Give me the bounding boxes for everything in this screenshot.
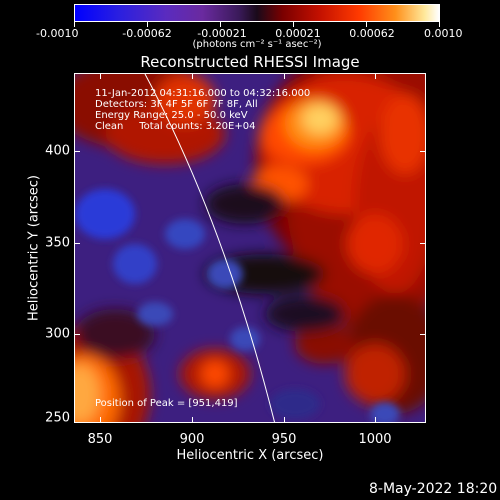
x-tick — [192, 417, 193, 423]
y-tick — [74, 334, 80, 335]
colorbar-tick — [366, 22, 367, 27]
colorbar-tick-label: -0.00021 — [197, 27, 247, 40]
y-axis-title: Heliocentric Y (arcsec) — [26, 175, 42, 321]
plot-timestamp: 8-May-2022 18:20 — [369, 481, 498, 497]
y-tick-label: 300 — [45, 326, 70, 342]
x-tick — [375, 73, 376, 79]
colorbar-units: (photons cm⁻² s⁻¹ asec⁻²) — [192, 39, 322, 50]
negative-regions — [75, 189, 400, 422]
image-map — [75, 74, 425, 422]
x-tick — [100, 417, 101, 423]
x-tick-label: 950 — [271, 432, 297, 447]
colorbar-tick-label: 0.00062 — [349, 27, 395, 40]
colorbar-tick-label: 0.0010 — [424, 27, 463, 40]
y-tick — [74, 151, 80, 152]
y-tick-label: 350 — [45, 235, 70, 251]
colorbar-tick-label: -0.00062 — [122, 27, 172, 40]
x-tick-label: 900 — [179, 432, 205, 447]
y-tick — [420, 243, 426, 244]
y-tick-label: 250 — [45, 410, 70, 426]
colorbar — [74, 4, 440, 22]
colorbar-tick-label: -0.0010 — [36, 27, 79, 40]
image-title: Reconstructed RHESSI Image — [140, 53, 360, 71]
x-tick — [375, 417, 376, 423]
detectors-info: Detectors: 3F 4F 5F 6F 7F 8F, All — [95, 99, 258, 110]
x-axis-title: Heliocentric X (arcsec) — [176, 448, 324, 463]
y-tick — [420, 334, 426, 335]
x-tick-label: 1000 — [358, 432, 392, 447]
colorbar-tick — [147, 22, 148, 27]
peak-position: Position of Peak = [951,419] — [95, 398, 238, 409]
x-tick — [284, 417, 285, 423]
solar-limb-line — [144, 74, 276, 422]
colorbar-tick — [220, 22, 221, 27]
y-tick-label: 400 — [45, 143, 70, 159]
time-range: 11-Jan-2012 04:31:16.000 to 04:32:16.000 — [95, 88, 311, 99]
colorbar-tick — [439, 22, 440, 27]
x-tick-label: 850 — [87, 432, 113, 447]
x-tick — [100, 73, 101, 79]
x-tick — [284, 73, 285, 79]
y-tick — [420, 151, 426, 152]
emission-regions — [75, 74, 425, 422]
rhessi-image: 11-Jan-2012 04:31:16.000 to 04:32:16.000… — [74, 73, 426, 423]
y-tick — [74, 243, 80, 244]
clean-counts: Clean Total counts: 3.20E+04 — [95, 121, 256, 132]
colorbar-tick — [74, 22, 75, 27]
colorbar-tick-label: 0.00021 — [275, 27, 321, 40]
x-tick — [192, 73, 193, 79]
energy-range: Energy Range: 25.0 - 50.0 keV — [95, 110, 248, 121]
colorbar-tick — [293, 22, 294, 27]
